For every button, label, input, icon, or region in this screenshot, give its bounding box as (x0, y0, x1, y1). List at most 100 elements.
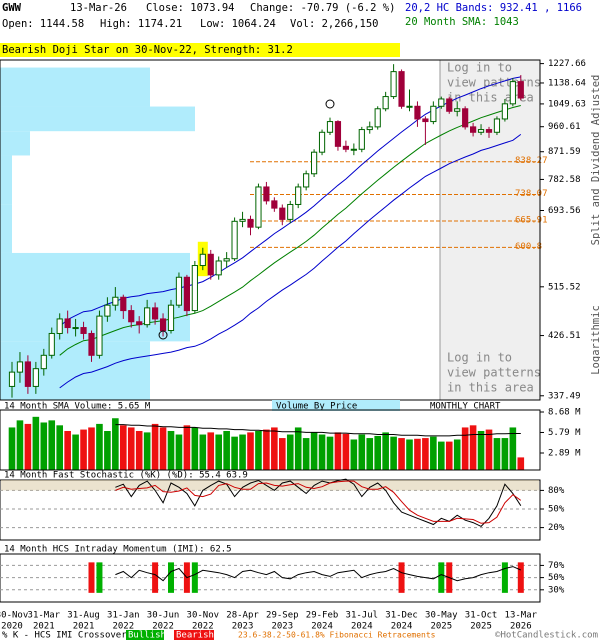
candle-body (16, 361, 24, 373)
y-tick-label: 1138.64 (548, 78, 586, 88)
x-tick-label: 2026 (510, 622, 532, 632)
volume-bar (16, 420, 24, 470)
candle-body (247, 218, 254, 228)
candle-body (32, 368, 39, 387)
x-tick-label: 30-Jun (147, 611, 180, 621)
volume-bar (509, 427, 517, 470)
scale-label: Logarithmic (590, 305, 600, 375)
volume-bar (151, 423, 159, 470)
sma-label: 20 Month SMA: 1043 (405, 16, 519, 28)
y-tick-label: 2.89 M (548, 449, 581, 459)
volume-by-price-bar (0, 155, 12, 205)
volume-bar (135, 430, 143, 470)
volume-bar (350, 439, 358, 470)
volume-bar (167, 430, 175, 470)
volume-sma-line (115, 424, 521, 437)
y-tick-label: 30% (548, 585, 565, 595)
credit: ©HotCandlestick.com (495, 631, 598, 640)
volume-bar (414, 438, 421, 470)
candle-body (326, 121, 334, 133)
volume-bar (271, 427, 278, 470)
volume-bar (406, 439, 413, 470)
pattern-banner (0, 43, 400, 57)
x-tick-label: 2020 (1, 622, 23, 632)
change: Change: -70.79 (-6.2 %) (250, 2, 395, 14)
candle-body (255, 186, 262, 228)
volume-bar (56, 425, 63, 470)
bearish-box (174, 630, 214, 640)
vol: Vol: 2,266,150 (290, 18, 379, 30)
candle-body (485, 129, 493, 133)
x-tick-label: 30-May (425, 611, 458, 621)
bullish-marker (191, 562, 198, 593)
candle-body (414, 105, 421, 120)
volume-by-price-bar (0, 204, 12, 253)
volume-bar (461, 427, 469, 470)
bullish-marker (438, 562, 445, 593)
volume-bar (294, 427, 302, 470)
candle-body (446, 98, 453, 112)
candle-body (462, 108, 469, 128)
bearish-marker (517, 562, 524, 593)
candle-body (406, 105, 413, 108)
volume-by-price-bar (0, 252, 190, 342)
x-tick-label: 2024 (391, 622, 413, 632)
bands: 20,2 HC Bands: 932.41 , 1166 (405, 2, 582, 14)
fib-note: 23.6-38.2-50-61.8% Fibonacci Retracement… (238, 631, 436, 640)
candle-body (175, 276, 183, 306)
bullish-marker (501, 562, 508, 593)
fib-label: 600.8 (515, 242, 542, 252)
y-tick-label: 871.59 (548, 147, 581, 157)
volume-bar (310, 432, 318, 470)
x-tick-label: 2025 (470, 622, 492, 632)
candle-body (287, 203, 294, 220)
candle-body (279, 207, 286, 220)
candle-body (64, 318, 71, 329)
bearish-label: Bearish (176, 631, 214, 640)
x-tick-label: 2021 (73, 622, 95, 632)
candle-body (382, 96, 389, 110)
candle-body (263, 186, 270, 202)
y-tick-label: 50% (548, 573, 565, 583)
y-tick-label: 515.52 (548, 282, 581, 292)
stochastic-line (115, 480, 522, 524)
candle-body (366, 126, 373, 131)
volume-bar (501, 438, 509, 470)
x-tick-label: 2024 (351, 622, 373, 632)
x-tick-label: 31-Jul (346, 611, 379, 621)
volume-bar (223, 430, 230, 470)
candle-body (72, 327, 79, 330)
candle-body (88, 332, 95, 356)
adjusted-label: Split and Dividend Adjusted (590, 75, 600, 246)
y-tick-label: 337.49 (548, 391, 581, 401)
fib-label: 838.27 (515, 156, 548, 166)
volume-bar (120, 425, 127, 470)
panel-title: 14 Month Fast Stochastic (%K) (%D): 55.4… (4, 471, 248, 481)
candle-body (48, 332, 55, 356)
candle-body (104, 304, 111, 317)
y-tick-label: 20% (548, 523, 565, 533)
candle-body (311, 151, 318, 175)
volume-bar (104, 430, 111, 470)
bearish-marker (398, 562, 405, 593)
close: Close: 1073.94 (146, 2, 235, 14)
volume-bar (239, 434, 246, 470)
volume-bar (112, 418, 119, 470)
x-tick-label: 29-Feb (306, 611, 339, 621)
x-tick-label: 13-Mar (505, 611, 538, 621)
volume-bar (8, 427, 16, 470)
volume-bar (318, 434, 326, 470)
fib-label: 665.91 (515, 215, 548, 225)
bullish-label: Bullish (128, 631, 166, 640)
volume-by-price-bar (0, 131, 30, 156)
volume-bar (127, 427, 135, 470)
y-tick-label: 960.61 (548, 122, 581, 132)
candle-body (358, 129, 365, 150)
candle-body (183, 276, 191, 312)
volume-bar (398, 438, 405, 470)
volume-bar (302, 438, 310, 470)
volume-bar (469, 425, 477, 470)
y-tick-label: 1049.63 (548, 99, 586, 109)
